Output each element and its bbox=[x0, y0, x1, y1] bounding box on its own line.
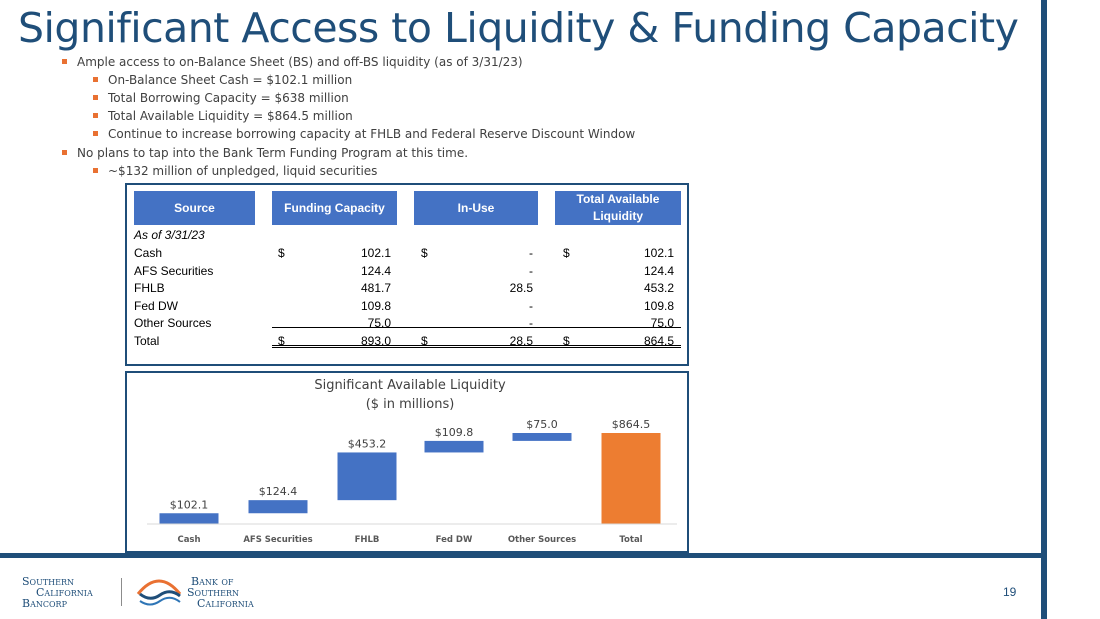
row-capacity-currency: $ bbox=[278, 334, 285, 348]
table-subheader: As of 3/31/23 bbox=[134, 228, 205, 242]
bullet-marker-icon bbox=[93, 95, 98, 100]
chart-frame bbox=[125, 371, 689, 553]
row-capacity-value: 124.4 bbox=[360, 264, 391, 278]
liquidity-table-frame bbox=[125, 183, 689, 366]
bullet-text: No plans to tap into the Bank Term Fundi… bbox=[77, 146, 469, 160]
logo-divider bbox=[121, 578, 122, 606]
bullet-marker-icon bbox=[62, 59, 67, 64]
bank-of-southern-california-logo: Bank of Southern California bbox=[187, 576, 254, 609]
bullet-text: Total Available Liquidity = $864.5 milli… bbox=[108, 109, 353, 123]
row-available-value: 109.8 bbox=[643, 299, 674, 313]
chart-title: Significant Available Liquidity bbox=[314, 378, 506, 393]
table-header-funding-capacity: Funding Capacity bbox=[272, 191, 397, 225]
row-capacity-currency: $ bbox=[278, 246, 285, 260]
data-label: $124.4 bbox=[259, 485, 298, 498]
row-inuse-value: - bbox=[529, 246, 533, 260]
row-capacity-value: 109.8 bbox=[360, 299, 391, 313]
data-label: $109.8 bbox=[435, 426, 474, 439]
bullet-item: ~$132 million of unpledged, liquid secur… bbox=[93, 164, 377, 178]
table-bottom-rule-1 bbox=[272, 345, 681, 346]
row-capacity-value: 102.1 bbox=[360, 246, 391, 260]
logo-left-line-2: California bbox=[36, 586, 93, 599]
row-inuse-currency: $ bbox=[421, 334, 428, 348]
right-accent-bar bbox=[1041, 0, 1047, 619]
x-tick-label: Cash bbox=[177, 535, 200, 545]
logo-right-line-3: California bbox=[197, 597, 254, 610]
table-header-in-use: In-Use bbox=[414, 191, 538, 225]
chart-bars: $102.1 Cash $124.4 AFS Securities $453.2 FHLB… bbox=[159, 418, 661, 545]
row-label: Other Sources bbox=[134, 316, 212, 330]
southern-california-bancorp-logo: Southern California Bancorp bbox=[22, 576, 93, 609]
bullet-item: On-Balance Sheet Cash = $102.1 million bbox=[93, 73, 352, 87]
waterfall-chart: Significant Available Liquidity ($ in mi… bbox=[147, 378, 677, 545]
bullet-text: On-Balance Sheet Cash = $102.1 million bbox=[108, 73, 353, 87]
row-inuse-currency: $ bbox=[421, 246, 428, 260]
row-available-value: 75.0 bbox=[650, 316, 674, 330]
data-label: $75.0 bbox=[526, 418, 558, 431]
bullet-text: ~$132 million of unpledged, liquid secur… bbox=[108, 164, 378, 178]
table-header-source: Source bbox=[134, 191, 255, 225]
bullet-marker-icon bbox=[93, 77, 98, 82]
bar-afs-securities bbox=[248, 500, 308, 514]
bullet-item: Total Borrowing Capacity = $638 million bbox=[93, 91, 349, 105]
row-label: AFS Securities bbox=[134, 264, 214, 278]
row-capacity-value: 893.0 bbox=[360, 334, 391, 348]
bank-wave-icon bbox=[136, 579, 182, 606]
chart-subtitle: ($ in millions) bbox=[366, 397, 455, 412]
data-label: $453.2 bbox=[348, 437, 387, 450]
logo-left-line-3: Bancorp bbox=[22, 597, 67, 610]
bar-other-sources bbox=[512, 433, 572, 441]
bullet-item: Continue to increase borrowing capacity … bbox=[93, 127, 635, 141]
logo-right-line-1: Bank of bbox=[191, 575, 234, 588]
row-label: Total bbox=[134, 334, 160, 348]
row-inuse-value: - bbox=[529, 299, 533, 313]
row-available-currency: $ bbox=[563, 334, 570, 348]
page-number: 19 bbox=[1003, 585, 1017, 599]
bullet-marker-icon bbox=[93, 168, 98, 173]
bullet-marker-icon bbox=[93, 113, 98, 118]
row-capacity-value: 75.0 bbox=[367, 316, 391, 330]
x-tick-label: Other Sources bbox=[508, 535, 576, 545]
x-tick-label: Fed DW bbox=[436, 535, 473, 545]
bullet-item: No plans to tap into the Bank Term Fundi… bbox=[62, 146, 468, 160]
bullet-text: Ample access to on-Balance Sheet (BS) an… bbox=[77, 55, 523, 69]
x-tick-label: FHLB bbox=[355, 535, 380, 545]
row-available-value: 864.5 bbox=[643, 334, 674, 348]
bullet-item: Ample access to on-Balance Sheet (BS) an… bbox=[62, 55, 523, 69]
logo-right-line-2: Southern bbox=[187, 586, 240, 599]
bullet-marker-icon bbox=[62, 150, 67, 155]
data-label: $102.1 bbox=[170, 498, 209, 511]
data-label: $864.5 bbox=[612, 418, 651, 431]
bar-fhlb bbox=[337, 452, 397, 501]
row-inuse-value: - bbox=[529, 316, 533, 330]
bar-total bbox=[601, 433, 661, 524]
bullet-marker-icon bbox=[93, 131, 98, 136]
row-available-value: 453.2 bbox=[643, 281, 674, 295]
table-bottom-rule-2 bbox=[272, 347, 681, 348]
x-tick-label: Total bbox=[619, 535, 642, 545]
bullet-text: Continue to increase borrowing capacity … bbox=[108, 127, 636, 141]
row-inuse-value: 28.5 bbox=[509, 334, 533, 348]
table-total-rule bbox=[272, 327, 681, 328]
row-available-value: 102.1 bbox=[643, 246, 674, 260]
bullet-item: Total Available Liquidity = $864.5 milli… bbox=[93, 109, 353, 123]
bar-fed-dw bbox=[424, 440, 484, 453]
row-available-currency: $ bbox=[563, 246, 570, 260]
table-header-total-available: Total Available Liquidity bbox=[555, 191, 681, 225]
logo-left-line-1: Southern bbox=[22, 575, 75, 588]
bar-cash bbox=[159, 513, 219, 524]
row-available-value: 124.4 bbox=[643, 264, 674, 278]
row-label: FHLB bbox=[134, 281, 165, 295]
row-label: Cash bbox=[134, 246, 163, 260]
row-inuse-value: 28.5 bbox=[509, 281, 533, 295]
slide-title: Significant Access to Liquidity & Fundin… bbox=[18, 4, 1019, 52]
bullet-text: Total Borrowing Capacity = $638 million bbox=[108, 91, 349, 105]
footer-rule bbox=[0, 553, 1041, 558]
row-capacity-value: 481.7 bbox=[360, 281, 391, 295]
x-tick-label: AFS Securities bbox=[243, 535, 312, 545]
row-inuse-value: - bbox=[529, 264, 533, 278]
row-label: Fed DW bbox=[134, 299, 179, 313]
